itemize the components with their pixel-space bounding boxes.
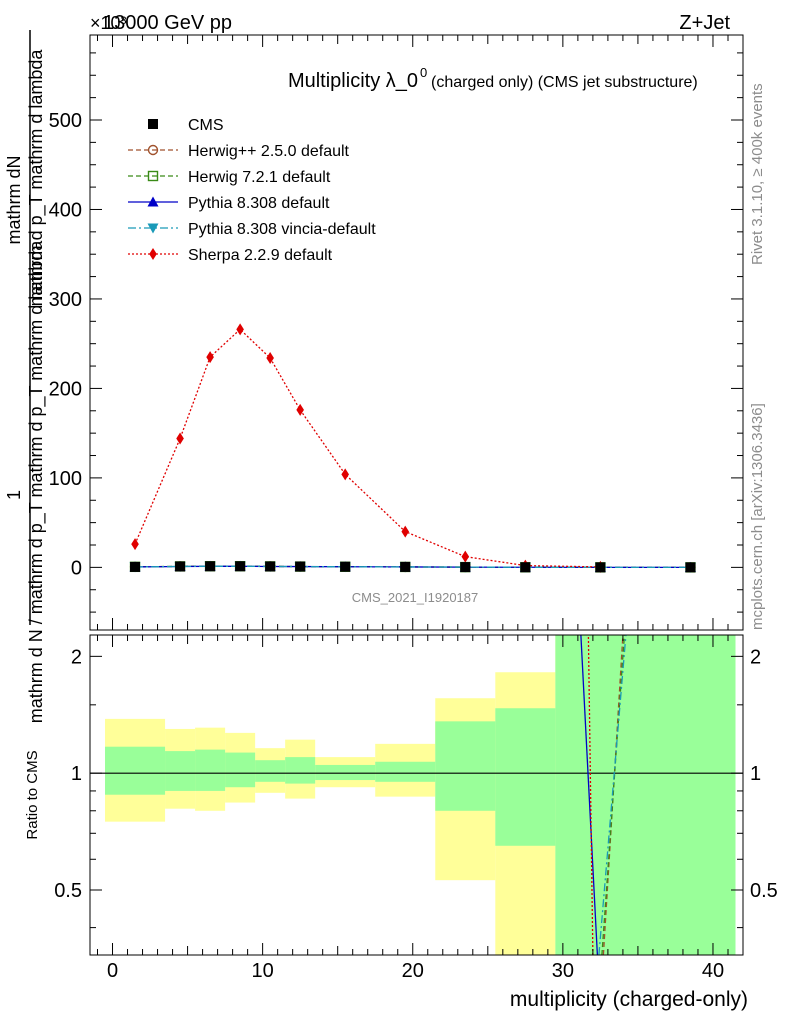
legend-marker-pythia (147, 196, 159, 207)
ratio-band-green (285, 757, 316, 784)
ratio-ytick-label: 1 (71, 763, 82, 785)
legend-label-sherpa: Sherpa 2.2.9 default (188, 247, 333, 264)
data-point-cms (130, 561, 141, 572)
ratio-band-green (255, 760, 286, 782)
ylabel-top-text: mathrm dN (4, 155, 24, 244)
main-ytick-label: 500 (49, 110, 82, 132)
ratio-bands (90, 635, 743, 955)
data-point-cms (235, 561, 246, 572)
ratio-band-green (435, 721, 496, 811)
legend-label-cms: CMS (188, 117, 224, 134)
legend-marker-vincia (147, 223, 159, 234)
ratio-band-green (105, 746, 166, 795)
main-ytick-label: 400 (49, 199, 82, 221)
ratio-xtick-label: 30 (552, 960, 574, 982)
ratio-line-vincia (598, 634, 627, 956)
xlabel: multiplicity (charged-only) (510, 988, 748, 1011)
legend-marker-herwigpp (147, 144, 159, 156)
legend-label-herwig7: Herwig 7.2.1 default (188, 169, 331, 186)
legend-marker-sherpa (149, 248, 157, 260)
ratio-band-green (165, 751, 196, 791)
data-point-cms (205, 561, 216, 572)
ratio-ytick-label-right: 0.5 (750, 880, 778, 902)
ratio-ytick-label-right: 2 (750, 646, 761, 668)
main-ylabel: mathrm dN mathrm d p_T mathrm d lambda 1… (4, 30, 47, 723)
data-point-sherpa (341, 468, 349, 481)
legend-label-pythia: Pythia 8.308 default (188, 195, 330, 212)
ratio-line-sherpa (587, 634, 594, 956)
data-point-sherpa (401, 525, 410, 538)
ylabel-one-text: 1 (4, 490, 24, 500)
ratio-line-pythia (580, 634, 599, 956)
ratio-band-green (195, 749, 226, 791)
ylabel-bottom-text: mathrm d N / mathrm d p_T mathrm d p_T m… (26, 240, 47, 723)
ratio-band-green (375, 761, 436, 782)
main-panel: 0 100 200 300 400 500 Multiplicity λ_0 0 (cha… (49, 34, 744, 631)
legend: CMS Herwig++ 2.5.0 default Herwig 7.2.1 de… (128, 117, 376, 264)
legend-label-herwigpp: Herwig++ 2.5.0 default (188, 143, 350, 160)
main-series (129, 323, 696, 573)
main-frame (89, 34, 744, 631)
ylabel-mid-text: mathrm d p_T mathrm d lambda (26, 49, 47, 307)
series-line-sherpa (134, 328, 601, 568)
data-point-cms (460, 562, 471, 573)
legend-label-vincia: Pythia 8.308 vincia-default (188, 221, 376, 238)
data-point-sherpa (206, 351, 214, 364)
ratio-band-green (555, 635, 736, 955)
main-ytick-label: 100 (49, 468, 82, 490)
data-point-sherpa (296, 403, 304, 416)
legend-marker-herwig7 (147, 170, 159, 182)
data-point-cms (400, 561, 411, 572)
ratio-frame (89, 634, 744, 956)
ratio-band-green (315, 764, 376, 781)
ratio-ylabel: Ratio to CMS (24, 750, 41, 839)
ratio-xtick-label: 0 (107, 960, 118, 982)
data-point-cms (595, 562, 606, 573)
mcplots-label: mcplots.cern.ch [arXiv:1306.3436] (749, 403, 766, 630)
data-point-sherpa (266, 352, 274, 364)
data-point-cms (340, 561, 351, 572)
main-title-rest: (charged only) (CMS jet substructure) (431, 74, 698, 91)
legend-marker-cms (148, 119, 158, 129)
data-point-cms (175, 561, 186, 572)
watermark: CMS_2021_I1920187 (352, 590, 479, 605)
ratio-ytick-label: 0.5 (54, 880, 82, 902)
ratio-panel: 0.5 0.51 12 20 10 20 30 40 Ratio to CMS multipl… (24, 634, 778, 1011)
header-left-title: 13000 GeV pp (103, 12, 232, 34)
data-point-sherpa (131, 538, 139, 551)
data-point-sherpa (461, 550, 470, 563)
ratio-xtick-label: 40 (702, 960, 724, 982)
data-point-cms (685, 562, 696, 573)
ratio-line-herwig7 (601, 634, 626, 956)
data-point-sherpa (236, 323, 244, 336)
main-ytick-label: 200 (49, 378, 82, 400)
ratio-band-green (225, 752, 256, 788)
data-point-sherpa (176, 432, 184, 445)
main-title: Multiplicity λ_0 (288, 70, 418, 92)
ratio-band-green (495, 708, 556, 846)
ratio-lines (580, 634, 627, 956)
main-ticks: 0 100 200 300 400 500 (49, 35, 743, 630)
main-ytick-label: 0 (71, 557, 82, 579)
ratio-ytick-label: 2 (71, 646, 82, 668)
ratio-xtick-label: 20 (402, 960, 424, 982)
rivet-label: Rivet 3.1.10, ≥ 400k events (749, 83, 766, 265)
data-point-cms (295, 561, 306, 572)
ratio-ytick-label-right: 1 (750, 763, 761, 785)
ratio-ticks: 0.5 0.51 12 20 10 20 30 40 (54, 635, 778, 982)
series-line-vincia (135, 565, 691, 569)
exponent-label: ×10³ (90, 13, 127, 33)
main-ytick-label: 300 (49, 289, 82, 311)
ratio-xtick-label: 10 (252, 960, 274, 982)
header-right-title: Z+Jet (679, 12, 730, 34)
main-title-superscript: 0 (420, 65, 427, 80)
data-point-cms (520, 562, 531, 573)
data-point-cms (265, 561, 276, 572)
